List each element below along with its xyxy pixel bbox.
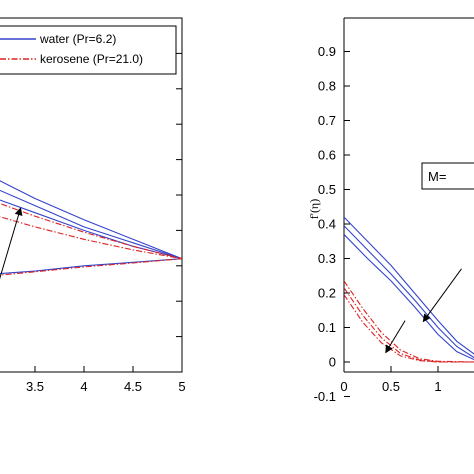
right-y-tick-label: 0.9 [318, 44, 336, 59]
left-series-line-water [0, 199, 182, 260]
right-y-axis-title: f'(η) [307, 199, 321, 219]
legend-box [0, 25, 177, 75]
right-x-tick-label: 0.5 [382, 379, 400, 394]
left-series-line-water [0, 180, 182, 260]
left-series-line-kerosene [0, 258, 182, 276]
right-x-tick-label: 1 [434, 379, 441, 394]
left-series-line-water [0, 258, 182, 275]
right-y-tick-label: -0.1 [314, 389, 336, 404]
right-y-tick-label: 0.1 [318, 320, 336, 335]
right-y-tick-label: 0.5 [318, 182, 336, 197]
right-y-tick-label: 0.8 [318, 79, 336, 94]
right-series-line-water [344, 225, 474, 359]
right-series-line-kerosene [344, 287, 474, 363]
right-series-line-water [344, 216, 474, 355]
right-y-tick-label: 0 [329, 355, 336, 370]
left-x-tick-label: 4 [80, 379, 87, 394]
left-x-tick-label: 4.5 [124, 379, 142, 394]
m-label-frame [421, 162, 474, 190]
right-y-tick-label: 0.3 [318, 251, 336, 266]
right-chart-panel: -0.100.10.20.30.40.50.60.70.80.9 0 0.5 1 f… [307, 17, 474, 404]
right-y-tick-label: 0.7 [318, 113, 336, 128]
left-chart-panel: 33.544.55 water (Pr=6.2) kerosene (Pr=21… [0, 17, 186, 394]
right-y-tick-label: 0.6 [318, 148, 336, 163]
left-annotations [0, 207, 23, 280]
left-x-ticks: 33.544.55 [26, 366, 186, 394]
right-series-line-kerosene [344, 280, 474, 363]
right-y-ticks: -0.1 0 0.1 0.2 0.3 0.4 0.5 0.6 0.7 0.8 0.9 [314, 44, 350, 404]
legend-label-water: water (Pr=6.2) [39, 32, 116, 46]
m-label-text: M= [428, 169, 446, 184]
left-series-line-kerosene [0, 202, 182, 260]
right-arrow [422, 268, 462, 323]
right-series-group [344, 216, 474, 363]
left-series-group [0, 180, 182, 276]
left-series-line-kerosene [0, 216, 182, 260]
left-arrow [0, 207, 23, 280]
left-y-tick-marks [176, 52, 182, 338]
right-series-line-kerosene [344, 294, 474, 363]
right-x-tick-label: 0 [340, 379, 347, 394]
right-y-tick-label: 0.4 [318, 217, 336, 232]
right-x-ticks: 0 0.5 1 [340, 366, 442, 394]
right-annotations [385, 268, 462, 354]
left-series-line-water [0, 189, 182, 260]
m-label-box: M= [421, 162, 474, 190]
right-y-tick-label: 0.2 [318, 286, 336, 301]
right-series-line-water [344, 234, 474, 361]
left-x-tick-label: 3.5 [26, 379, 44, 394]
legend-label-kerosene: kerosene (Pr=21.0) [40, 52, 143, 66]
left-x-tick-label: 5 [178, 379, 185, 394]
right-arrow [385, 320, 406, 354]
legend: water (Pr=6.2) kerosene (Pr=21.0) [0, 25, 177, 75]
